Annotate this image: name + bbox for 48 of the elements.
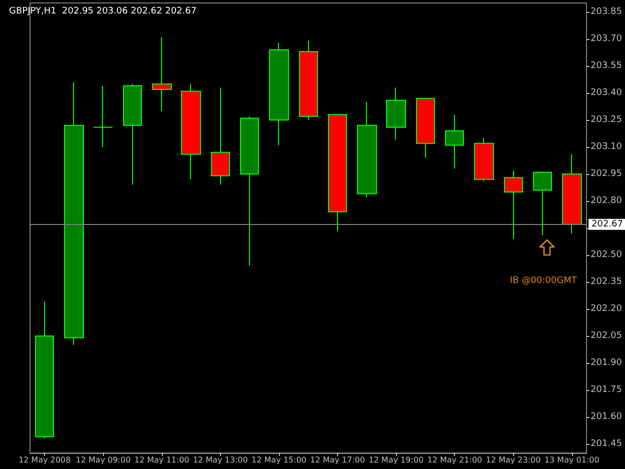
x-tick-label: 12 May 2008 <box>18 456 71 464</box>
y-tick-label: 203.55 <box>590 61 622 71</box>
y-tick-label: 201.75 <box>590 385 622 395</box>
x-tick-label: 12 May 11:00 <box>134 456 190 464</box>
candlestick <box>181 84 201 180</box>
y-tick-label: 201.45 <box>590 439 622 449</box>
candlestick <box>328 114 347 232</box>
candlestick <box>299 40 318 120</box>
x-tick-label: 12 May 17:00 <box>310 456 365 464</box>
candlestick <box>562 154 582 234</box>
candlestick <box>123 84 142 186</box>
x-tick-label: 13 May 01:00 <box>544 456 600 464</box>
x-tick-label: 12 May 15:00 <box>252 456 306 464</box>
y-tick-label: 202.20 <box>590 304 622 314</box>
x-tick-label: 12 May 21:00 <box>427 456 482 464</box>
candlestick <box>93 85 113 148</box>
x-tick-label: 12 May 13:00 <box>192 456 248 464</box>
y-tick-label: 201.90 <box>590 358 622 368</box>
y-tick-label: 203.85 <box>590 7 622 17</box>
ref-line-label: 202.67 <box>592 219 624 230</box>
y-tick-label: 203.25 <box>590 115 622 125</box>
annotation: IB @00:00GMT <box>510 276 577 286</box>
y-tick-label: 202.80 <box>590 196 622 206</box>
x-tick-label: 12 May 09:00 <box>76 456 131 464</box>
candlestick <box>533 172 552 236</box>
x-tick-label: 12 May 19:00 <box>368 456 424 464</box>
y-tick-label: 203.40 <box>590 88 622 98</box>
candlestick <box>445 114 464 170</box>
x-tick-label: 12 May 23:00 <box>486 456 541 464</box>
y-tick-label: 202.35 <box>590 277 622 287</box>
candlestick <box>35 301 54 440</box>
candlestick <box>386 87 406 140</box>
chart-title: GBPJPY,H1 202.95 203.06 202.62 202.67 <box>9 6 197 16</box>
candlestick <box>357 102 377 198</box>
y-tick-label: 201.60 <box>590 412 622 422</box>
y-tick-label: 203.70 <box>590 34 622 44</box>
candlestick <box>416 98 435 158</box>
candlestick <box>269 42 289 146</box>
candlestick <box>474 138 494 182</box>
y-tick-label: 203.10 <box>590 142 622 152</box>
candlestick <box>211 87 230 186</box>
candlestick <box>504 170 523 240</box>
candlestick <box>152 36 172 112</box>
y-tick-label: 202.50 <box>590 250 622 260</box>
candlestick <box>64 82 84 346</box>
y-tick-label: 202.95 <box>590 169 622 179</box>
y-tick-label: 202.05 <box>590 331 622 341</box>
candlestick <box>240 116 259 266</box>
